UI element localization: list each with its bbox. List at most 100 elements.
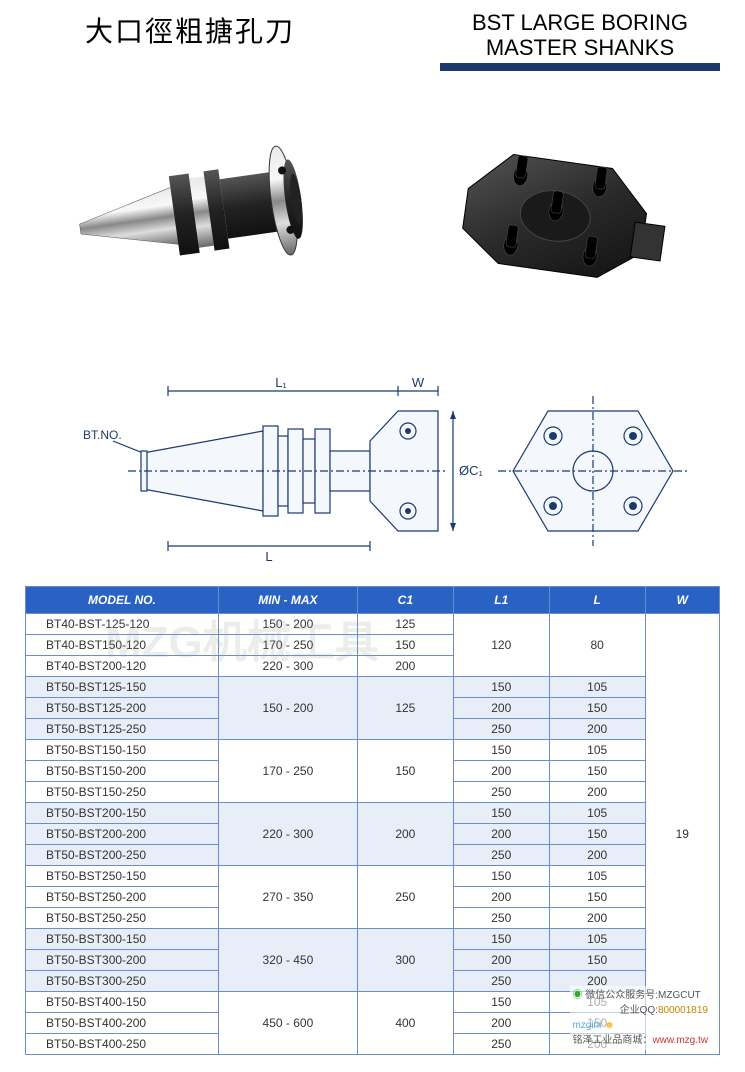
label-W: W (411, 375, 424, 390)
photo-shank (59, 111, 359, 311)
cell-model: BT50-BST300-250 (26, 970, 219, 991)
col-header: MODEL NO. (26, 586, 219, 613)
cell-model: BT50-BST250-250 (26, 907, 219, 928)
cell-l: 150 (549, 697, 645, 718)
table-row: BT40-BST-125-120150 - 2001251208019 (26, 613, 720, 634)
spec-table-wrap: MZG机械工具 MODEL NO.MIN - MAXC1L1LW BT40-BS… (25, 586, 720, 1055)
cell-model: BT50-BST200-150 (26, 802, 219, 823)
cell-l: 150 (549, 823, 645, 844)
cell-l: 105 (549, 739, 645, 760)
cell-model: BT50-BST300-150 (26, 928, 219, 949)
label-L: L (265, 549, 272, 564)
table-row: BT50-BST125-150150 - 200125150105 (26, 676, 720, 697)
cell-model: BT50-BST250-200 (26, 886, 219, 907)
cell-c1: 150 (357, 634, 453, 655)
label-btno: BT.NO. (83, 428, 122, 442)
cell-model: BT50-BST200-250 (26, 844, 219, 865)
cell-minmax: 320 - 450 (218, 928, 357, 991)
cell-model: BT40-BST200-120 (26, 655, 219, 676)
photo-head (426, 111, 686, 311)
cell-model: BT50-BST125-200 (26, 697, 219, 718)
spec-table: MODEL NO.MIN - MAXC1L1LW BT40-BST-125-12… (25, 586, 720, 1055)
label-L1: L₁ (275, 375, 287, 390)
cell-minmax: 450 - 600 (218, 991, 357, 1054)
table-row: BT50-BST200-150220 - 300200150105 (26, 802, 720, 823)
title-english-line2: MASTER SHANKS (440, 35, 720, 60)
cell-c1: 250 (357, 865, 453, 928)
cell-l1: 250 (453, 844, 549, 865)
cell-c1: 125 (357, 676, 453, 739)
cell-l1: 200 (453, 760, 549, 781)
cell-l: 80 (549, 613, 645, 676)
cell-minmax: 170 - 250 (218, 739, 357, 802)
cell-c1: 300 (357, 928, 453, 991)
cell-model: BT50-BST200-200 (26, 823, 219, 844)
col-header: W (645, 586, 719, 613)
cell-model: BT50-BST150-150 (26, 739, 219, 760)
cell-model: BT50-BST150-200 (26, 760, 219, 781)
cell-model: BT50-BST150-250 (26, 781, 219, 802)
cell-l1: 250 (453, 907, 549, 928)
cell-model: BT50-BST250-150 (26, 865, 219, 886)
col-header: L (549, 586, 645, 613)
cell-l: 200 (549, 844, 645, 865)
cell-l: 200 (549, 718, 645, 739)
cell-l1: 150 (453, 802, 549, 823)
cell-l1: 150 (453, 991, 549, 1012)
col-header: C1 (357, 586, 453, 613)
cell-minmax: 220 - 300 (218, 655, 357, 676)
table-row: BT50-BST300-150320 - 450300150105 (26, 928, 720, 949)
col-header: MIN - MAX (218, 586, 357, 613)
cell-l1: 200 (453, 886, 549, 907)
cell-l: 150 (549, 886, 645, 907)
label-C1: ØC₁ (459, 463, 484, 478)
cell-c1: 200 (357, 655, 453, 676)
cell-l1: 120 (453, 613, 549, 676)
cell-model: BT50-BST125-250 (26, 718, 219, 739)
cell-l: 105 (549, 676, 645, 697)
cell-minmax: 270 - 350 (218, 865, 357, 928)
cell-l1: 200 (453, 949, 549, 970)
cell-l1: 150 (453, 865, 549, 886)
cell-model: BT50-BST400-250 (26, 1033, 219, 1054)
technical-diagram: L₁ W BT.NO. (25, 361, 720, 571)
cell-l1: 150 (453, 676, 549, 697)
cell-l: 105 (549, 802, 645, 823)
cell-minmax: 150 - 200 (218, 613, 357, 634)
cell-l: 200 (549, 907, 645, 928)
cell-l: 150 (549, 760, 645, 781)
cell-l1: 150 (453, 928, 549, 949)
cell-model: BT50-BST125-150 (26, 676, 219, 697)
cell-l1: 200 (453, 697, 549, 718)
cell-l: 105 (549, 928, 645, 949)
cell-minmax: 220 - 300 (218, 802, 357, 865)
cell-model: BT50-BST300-200 (26, 949, 219, 970)
col-header: L1 (453, 586, 549, 613)
title-english-block: BST LARGE BORING MASTER SHANKS (440, 10, 720, 71)
cell-l: 200 (549, 781, 645, 802)
cell-l1: 250 (453, 781, 549, 802)
cell-c1: 150 (357, 739, 453, 802)
cell-l: 105 (549, 865, 645, 886)
cell-c1: 400 (357, 991, 453, 1054)
cell-l: 150 (549, 949, 645, 970)
cell-minmax: 170 - 250 (218, 634, 357, 655)
title-english-line1: BST LARGE BORING (440, 10, 720, 35)
cell-l1: 150 (453, 739, 549, 760)
cell-c1: 125 (357, 613, 453, 634)
product-photos (25, 81, 720, 341)
header: 大口徑粗搪孔刀 BST LARGE BORING MASTER SHANKS (25, 10, 720, 71)
cell-l1: 250 (453, 718, 549, 739)
cell-l1: 200 (453, 823, 549, 844)
footer-contact: ◉ 微信公众服务号:MZGCUT 企业QQ:800001819 mzgini ☻… (570, 986, 710, 1050)
title-chinese: 大口徑粗搪孔刀 (25, 10, 295, 50)
cell-l1: 250 (453, 970, 549, 991)
cell-l1: 200 (453, 1012, 549, 1033)
cell-model: BT50-BST400-150 (26, 991, 219, 1012)
cell-model: BT40-BST150-120 (26, 634, 219, 655)
table-row: BT50-BST250-150270 - 350250150105 (26, 865, 720, 886)
table-row: BT50-BST150-150170 - 250150150105 (26, 739, 720, 760)
cell-model: BT40-BST-125-120 (26, 613, 219, 634)
cell-l1: 250 (453, 1033, 549, 1054)
cell-minmax: 150 - 200 (218, 676, 357, 739)
